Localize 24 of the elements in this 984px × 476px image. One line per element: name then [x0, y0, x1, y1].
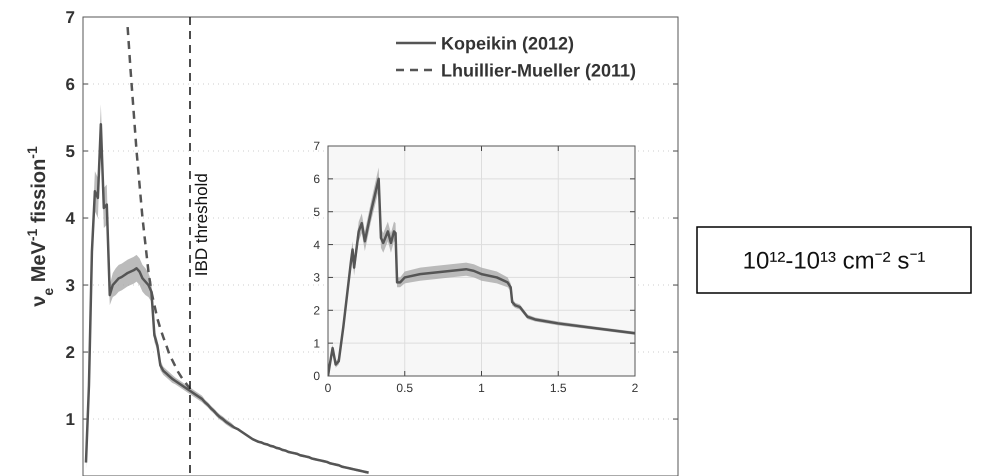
x-tick-label: 2: [632, 381, 639, 395]
y-tick-label: 0: [313, 369, 320, 384]
y-tick-label: 4: [313, 238, 320, 252]
y-tick-label: 2: [66, 342, 75, 362]
text: 10¹²-10¹³ cm⁻² s⁻¹: [742, 247, 926, 274]
y-tick-label: 7: [313, 139, 320, 154]
x-tick-label: 0.5: [396, 381, 414, 395]
y-tick-label: 1: [66, 410, 75, 429]
y-tick-label: 5: [313, 204, 320, 219]
legend-label: Lhuillier-Mueller (2011): [441, 60, 636, 80]
x-tick-label: 1.5: [550, 381, 567, 395]
y-tick-label: 1: [313, 336, 320, 350]
legend-label: Kopeikin (2012): [441, 33, 574, 54]
y-tick-label: 2: [313, 303, 320, 318]
y-tick-label: 6: [66, 74, 75, 94]
y-tick-label: 7: [66, 8, 75, 27]
y-tick-label: 3: [66, 276, 75, 295]
x-tick-label: 1: [478, 381, 486, 395]
annotation: IBD threshold: [192, 173, 211, 276]
y-tick-label: 4: [66, 208, 76, 228]
y-tick-label: 5: [66, 142, 75, 161]
y-tick-label: 6: [313, 172, 320, 186]
x-tick-label: 0: [324, 381, 332, 395]
y-tick-label: 3: [313, 270, 320, 285]
